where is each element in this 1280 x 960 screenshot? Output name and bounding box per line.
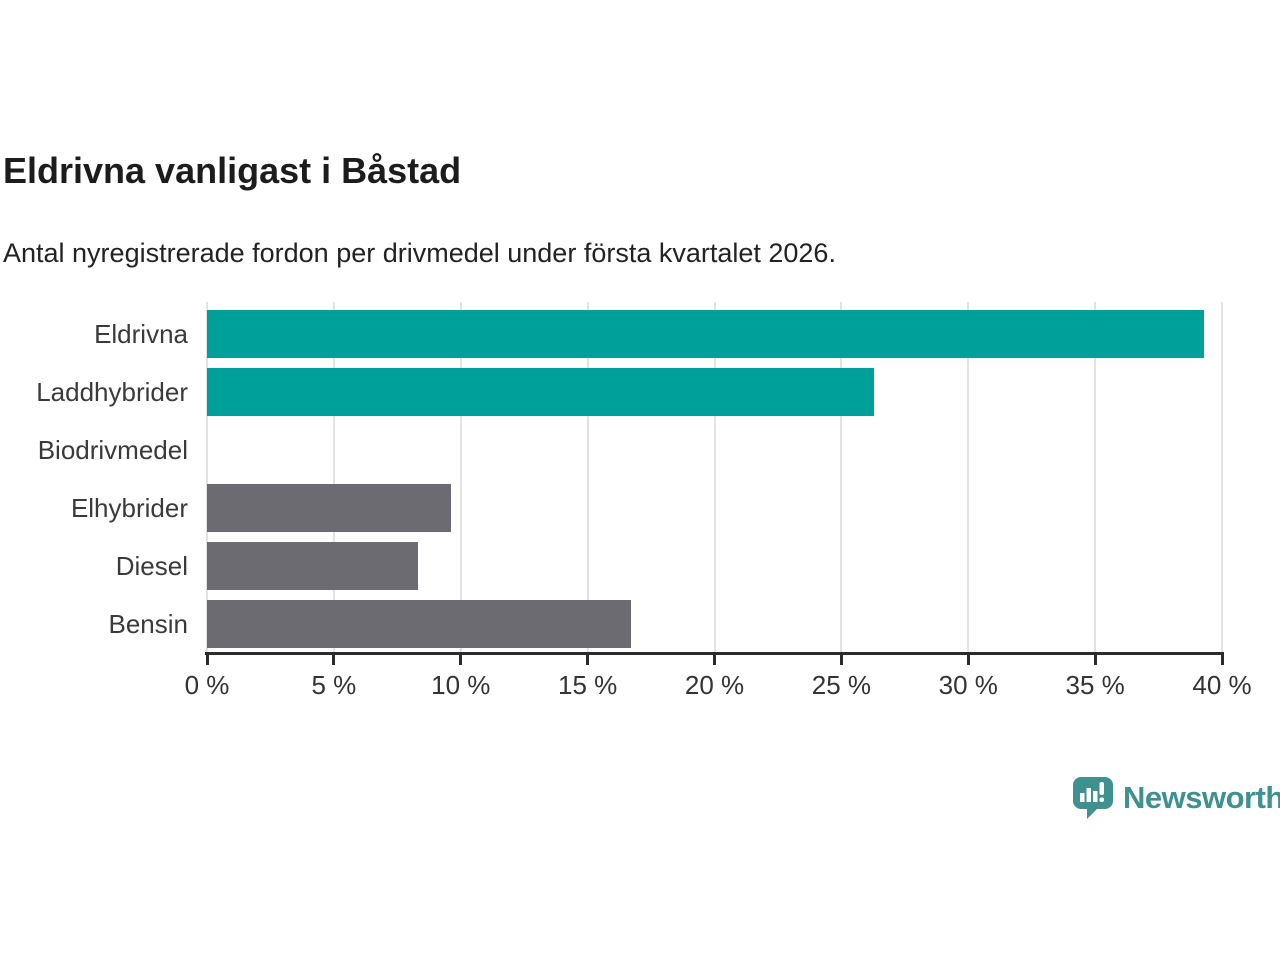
- gridline: [1221, 302, 1223, 653]
- x-axis-tick: [586, 655, 590, 665]
- x-axis-tick-label: 25 %: [811, 670, 872, 700]
- bar-diesel: [207, 542, 418, 590]
- x-axis-tick: [205, 655, 209, 665]
- x-axis-tick: [332, 655, 336, 665]
- x-axis-tick: [966, 655, 970, 665]
- x-axis-tick: [1220, 655, 1224, 665]
- category-label: Diesel: [115, 551, 188, 581]
- x-axis-tick-label: 15 %: [557, 670, 618, 700]
- x-axis-tick: [839, 655, 843, 665]
- chart-title: Eldrivna vanligast i Båstad: [3, 150, 462, 191]
- newsworthy-logo-text: Newsworthy: [1123, 780, 1280, 815]
- x-axis-tick-label: 5 %: [311, 670, 357, 700]
- gridline: [1094, 302, 1097, 653]
- gridline: [967, 302, 970, 653]
- bar-bensin: [207, 600, 631, 648]
- gridline: [840, 302, 843, 653]
- gridline: [206, 302, 208, 653]
- x-axis-tick-label: 30 %: [938, 670, 998, 700]
- bar-rows-layer: Eldrivna Laddhybrider Biodrivmedel Elhybrid…: [0, 305, 1280, 653]
- gridline: [713, 302, 716, 653]
- chart-row: Eldrivna: [0, 305, 1280, 363]
- gridline: [586, 302, 589, 653]
- x-axis-tick-label: 10 %: [431, 670, 491, 700]
- category-label: Elhybrider: [70, 493, 188, 523]
- x-axis-tick-label: 20 %: [684, 670, 745, 700]
- x-axis-tick-label: 35 %: [1065, 670, 1125, 700]
- gridline: [332, 302, 335, 653]
- category-label: Biodrivmedel: [37, 435, 188, 465]
- x-axis-tick: [1093, 655, 1097, 665]
- gridline: [459, 302, 462, 653]
- bar-laddhybrider: [207, 368, 875, 416]
- x-axis-line: [205, 652, 1224, 655]
- x-axis-tick: [713, 655, 716, 665]
- x-axis-tick: [459, 655, 463, 665]
- chart-row: Diesel: [0, 537, 1280, 595]
- x-axis-tick-label: 40 %: [1192, 670, 1252, 700]
- bar-eldrivna: [207, 310, 1205, 358]
- bar-elhybrider: [207, 484, 451, 532]
- chart-subtitle: Antal nyregistrerade fordon per drivmede…: [3, 238, 836, 268]
- category-label: Bensin: [108, 609, 189, 639]
- chart-row: Elhybrider: [0, 479, 1280, 537]
- bar-chart: Eldrivna Laddhybrider Biodrivmedel Elhybrid…: [0, 302, 1280, 702]
- chart-row: Biodrivmedel: [0, 421, 1280, 479]
- newsworthy-logo: Newsworthy: [1072, 776, 1280, 820]
- category-label: Laddhybrider: [36, 377, 188, 407]
- chart-row: Bensin: [0, 595, 1280, 653]
- chart-row: Laddhybrider: [0, 363, 1280, 421]
- category-label: Eldrivna: [94, 319, 188, 349]
- x-axis-tick-label: 0 %: [184, 670, 230, 700]
- newsworthy-logo-icon: [1073, 777, 1113, 819]
